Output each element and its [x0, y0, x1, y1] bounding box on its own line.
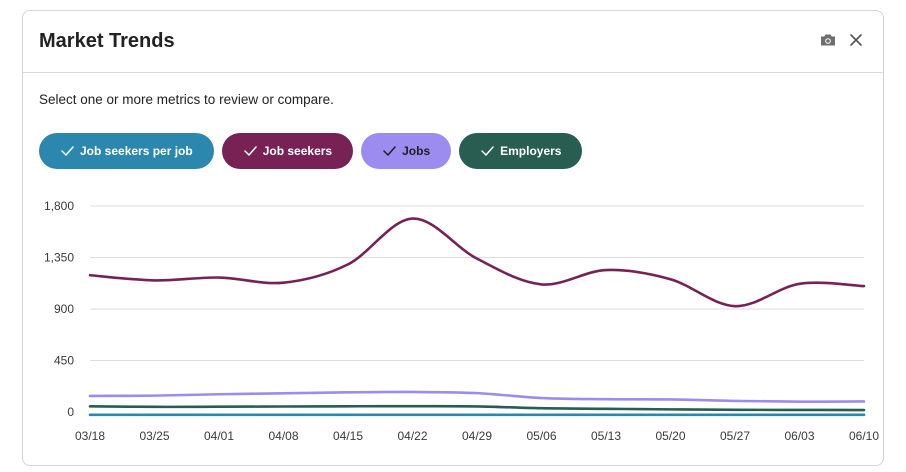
metric-chip-label: Employers: [500, 144, 562, 158]
metric-chip-job-seekers-per-job[interactable]: Job seekers per job: [39, 133, 214, 169]
header-actions: [819, 31, 865, 49]
metric-chip-label: Job seekers per job: [80, 144, 193, 158]
metric-chip-employers[interactable]: Employers: [459, 133, 583, 169]
x-tick-label: 05/20: [655, 429, 685, 443]
x-tick-label: 03/18: [75, 429, 105, 443]
panel-header: Market Trends: [23, 11, 883, 73]
y-tick-label: 0: [67, 405, 74, 419]
checkmark-icon: [481, 146, 494, 156]
metric-chip-job-seekers[interactable]: Job seekers: [221, 133, 354, 169]
panel-title: Market Trends: [39, 30, 175, 52]
x-tick-label: 05/27: [720, 429, 750, 443]
x-tick-label: 06/03: [784, 429, 814, 443]
checkmark-icon: [243, 146, 257, 156]
y-tick-label: 450: [54, 354, 74, 368]
metric-chip-jobs[interactable]: Jobs: [361, 133, 452, 169]
x-tick-label: 03/25: [139, 429, 169, 443]
camera-icon[interactable]: [819, 31, 837, 49]
x-tick-label: 04/15: [333, 429, 363, 443]
metric-chip-label: Job seekers: [262, 144, 333, 158]
instructions-text: Select one or more metrics to review or …: [39, 92, 334, 107]
x-tick-label: 04/22: [397, 429, 427, 443]
y-tick-label: 1,350: [44, 251, 74, 265]
series-line-employers: [88, 404, 866, 412]
x-tick-label: 04/29: [462, 429, 492, 443]
x-tick-label: 04/01: [204, 429, 234, 443]
y-tick-label: 900: [54, 302, 74, 316]
series-line-jobs: [88, 390, 866, 404]
y-tick-label: 1,800: [44, 199, 74, 213]
checkmark-icon: [383, 146, 396, 156]
x-tick-label: 05/06: [526, 429, 556, 443]
x-tick-label: 05/13: [591, 429, 621, 443]
checkmark-icon: [61, 146, 74, 156]
metric-chip-label: Jobs: [402, 144, 431, 158]
metric-toggle-group: Job seekers per job Job seekers Jobs Employ…: [39, 133, 583, 169]
series-line-job-seekers: [88, 217, 866, 308]
market-trends-panel: Market Trends Select one or more metrics…: [22, 10, 884, 466]
x-tick-label: 06/10: [849, 429, 879, 443]
close-icon[interactable]: [847, 31, 865, 49]
x-tick-label: 04/08: [268, 429, 298, 443]
